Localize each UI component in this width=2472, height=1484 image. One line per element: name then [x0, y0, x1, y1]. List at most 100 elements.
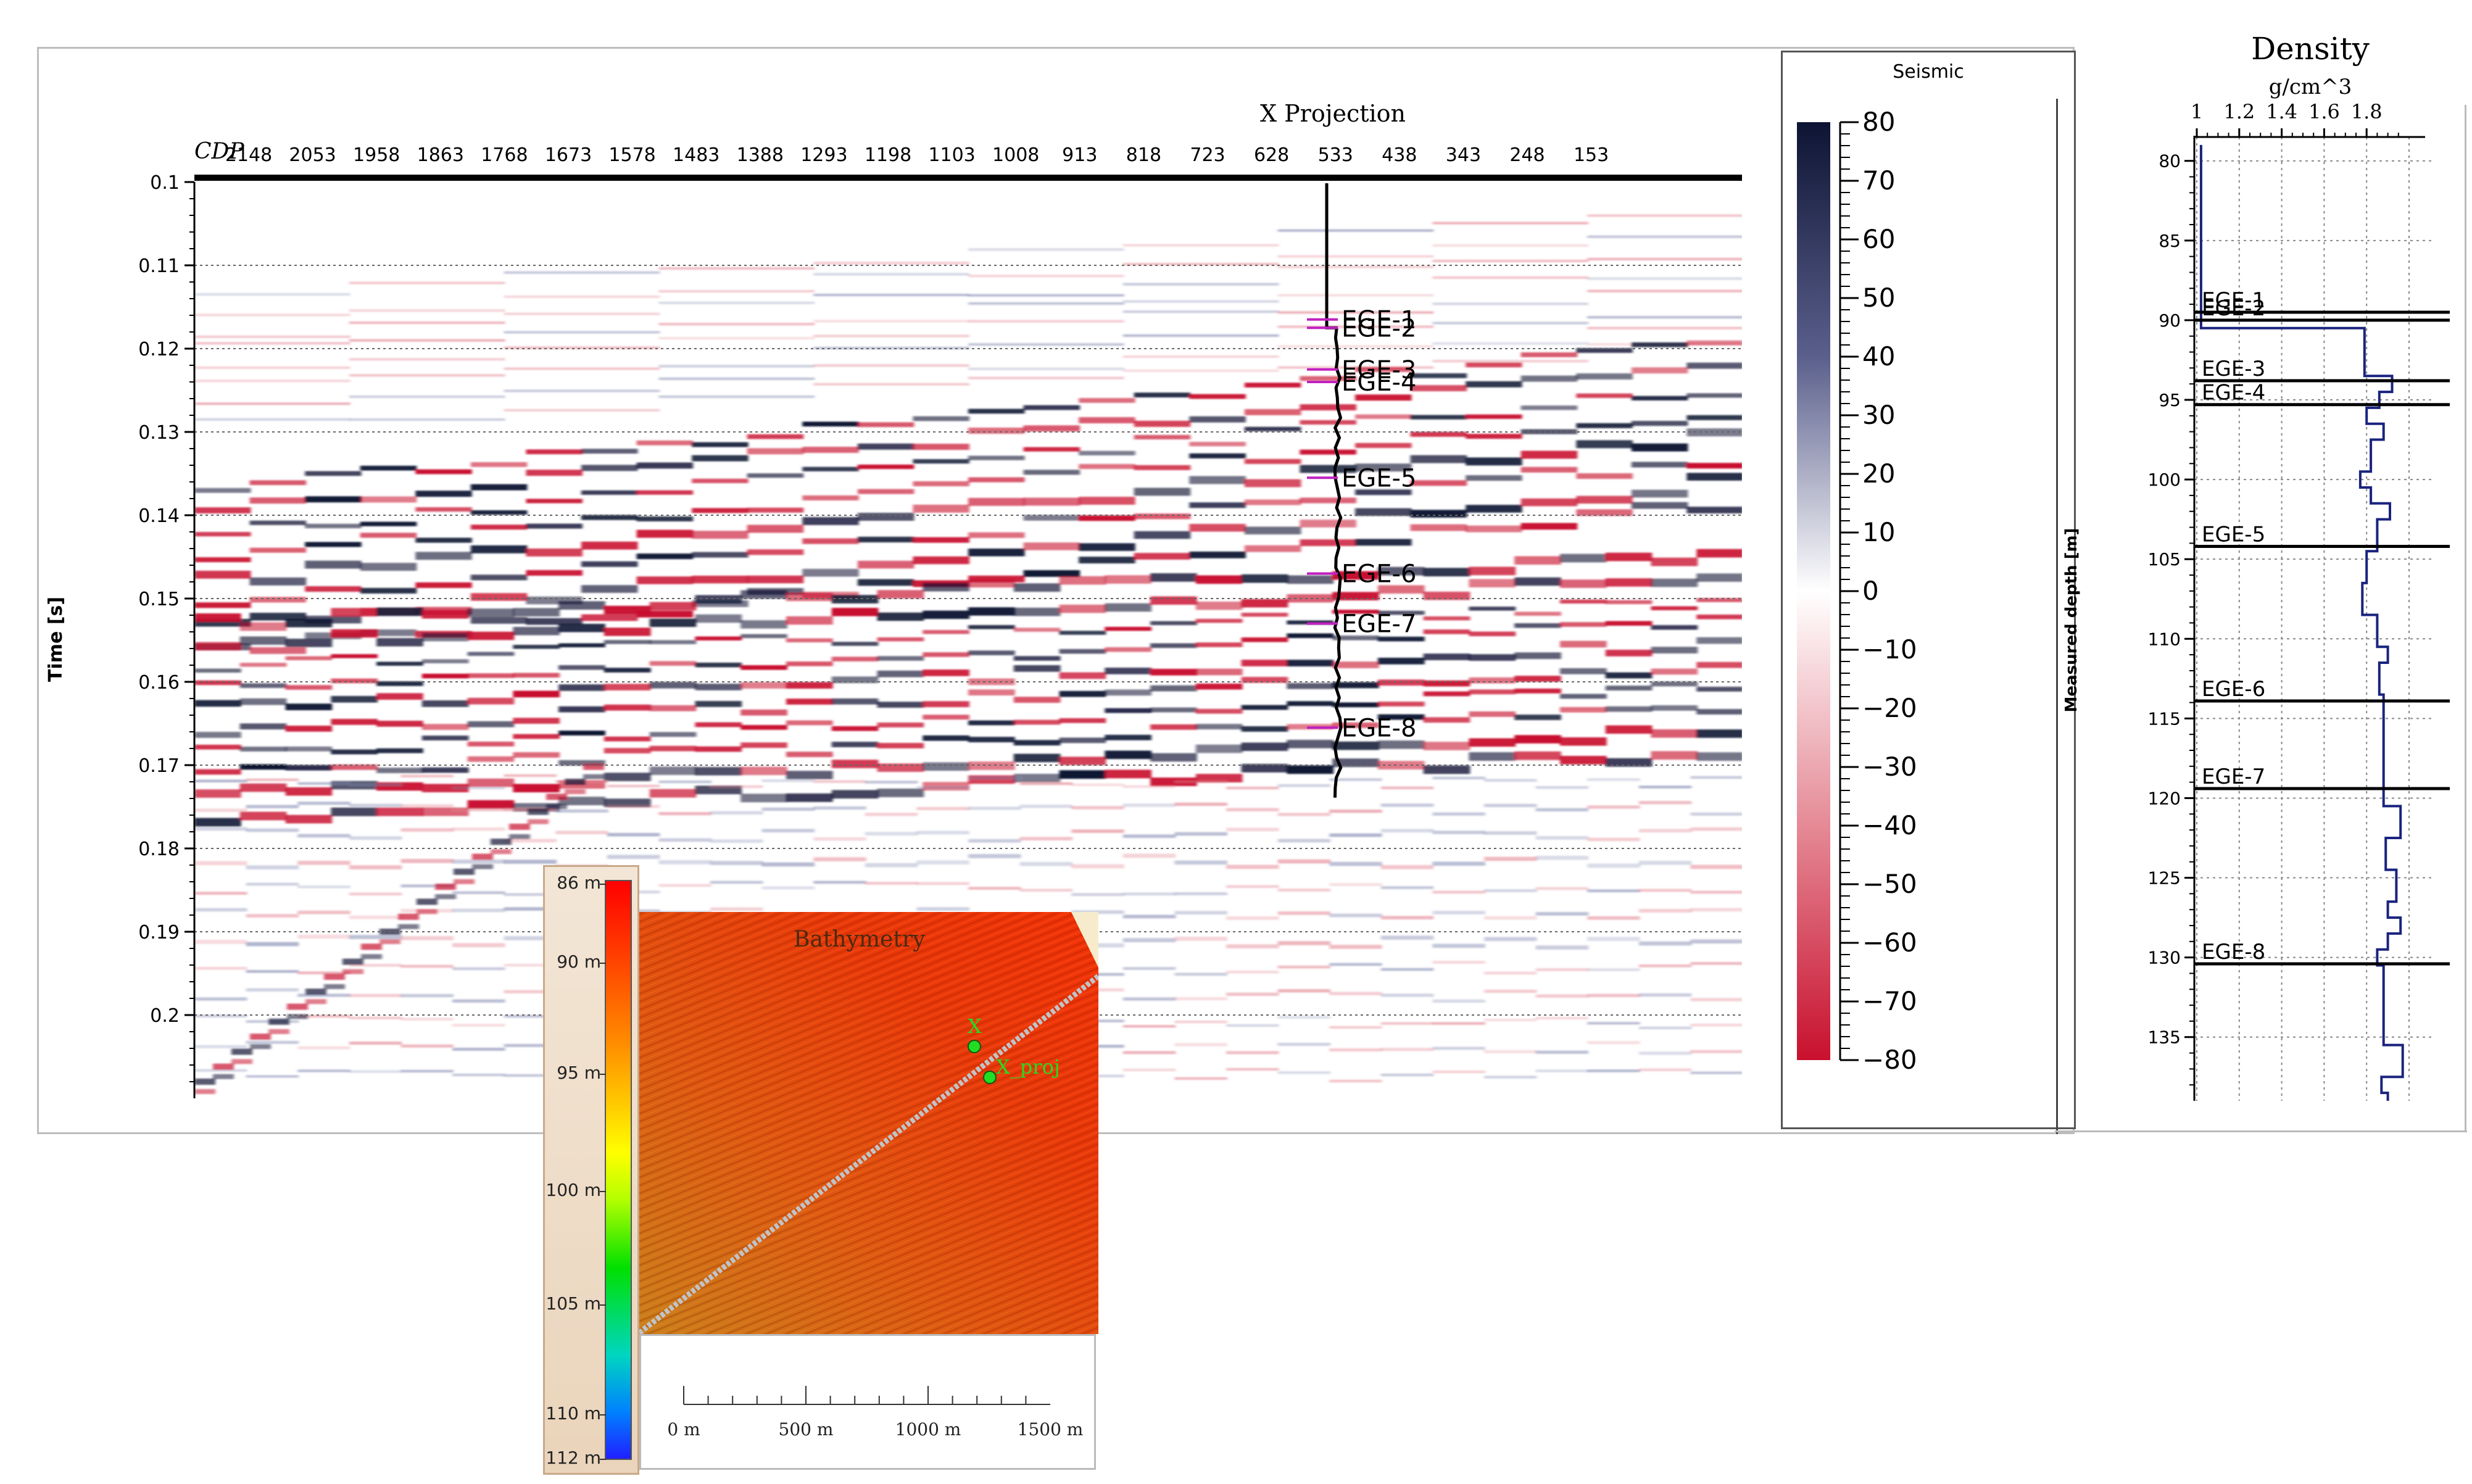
density-unit: g/cm^3: [2269, 75, 2352, 99]
bathy-depth-tick: [600, 1414, 606, 1416]
time-tick-label: 0.12: [138, 339, 180, 360]
colorbar-tick-label: −50: [1862, 869, 1917, 899]
time-axis-label: Time [s]: [45, 597, 67, 682]
cdp-tick-label: 1578: [608, 144, 655, 166]
cdp-tick-label: 153: [1574, 144, 1609, 166]
colorbar-tick-label: −30: [1862, 752, 1917, 782]
time-tick-label: 0.17: [138, 755, 180, 777]
cdp-tick-label: 628: [1254, 144, 1289, 166]
bathy-depth-label: 112 m: [545, 1448, 601, 1468]
density-horizon-label: EGE-1: [2202, 288, 2265, 313]
depth-tick-label: 130: [2148, 948, 2181, 968]
cdp-tick-label: 1673: [545, 144, 592, 166]
density-tick-label: 1.4: [2266, 100, 2297, 123]
colorbar-tick-label: 40: [1862, 341, 1895, 371]
cdp-tick-label: 343: [1446, 144, 1481, 166]
scale-label: 1000 m: [895, 1419, 961, 1440]
density-horizon-label: EGE-8: [2202, 940, 2265, 964]
colorbar-gradient: [1797, 122, 1830, 1060]
time-tick-label: 0.2: [150, 1005, 180, 1027]
density-horizon-label: EGE-5: [2202, 523, 2265, 547]
cdp-tick-label: 1293: [800, 144, 847, 166]
cdp-tick-label: 1483: [673, 144, 720, 166]
density-tick-label: 1.8: [2351, 100, 2383, 123]
time-tick-label: 0.16: [138, 672, 180, 694]
projection-title: X Projection: [1260, 100, 1406, 127]
bathy-depth-tick: [600, 1191, 606, 1192]
time-tick-label: 0.15: [138, 589, 180, 610]
depth-tick-label: 85: [2159, 231, 2181, 251]
bathy-depth-label: 95 m: [557, 1063, 601, 1083]
cdp-tick-label: 1198: [865, 144, 911, 166]
horizon-label: EGE-7: [1342, 610, 1416, 639]
time-tick-label: 0.13: [138, 422, 180, 444]
density-horizon-label: EGE-7: [2202, 765, 2265, 789]
cdp-tick-label: 1008: [992, 144, 1039, 166]
density-log: Density g/cm^3 Measured depth [m] 1 1.2 1.…: [2062, 31, 2450, 1101]
density-tick-label: 1.6: [2308, 100, 2340, 123]
scale-label: 0 m: [667, 1419, 700, 1440]
horizon-label: EGE-6: [1342, 560, 1416, 589]
x-proj-marker: [983, 1071, 997, 1084]
density-horizon-label: EGE-4: [2202, 381, 2265, 405]
cdp-tick-label: 438: [1382, 144, 1417, 166]
cdp-tick-label: 913: [1062, 144, 1097, 166]
cdp-axis-bar: [194, 175, 1742, 181]
colorbar-tick-label: −10: [1862, 634, 1917, 665]
horizon-label: EGE-1: [1342, 306, 1416, 334]
bathy-depth-label: 100 m: [545, 1180, 601, 1200]
depth-tick-label: 80: [2159, 151, 2181, 172]
cdp-tick-label: 1958: [353, 144, 400, 166]
time-tick-label: 0.1: [150, 172, 180, 194]
colorbar-tick-label: −40: [1862, 810, 1917, 840]
colorbar-tick-label: −20: [1862, 693, 1917, 723]
cdp-tick-label: 2148: [225, 144, 272, 166]
colorbar-tick-label: 50: [1862, 283, 1895, 313]
colorbar-tick-label: −80: [1862, 1045, 1917, 1075]
seismic-colorbar: Seismic 80 70 60 50 40 30 20 10 0 −10 −20 −30 −40 −50…: [1797, 61, 1964, 1075]
depth-axis-label: Measured depth [m]: [2062, 528, 2081, 713]
density-horizon-label: EGE-6: [2202, 677, 2265, 702]
density-panel-border: [2055, 1130, 2467, 1132]
depth-tick-label: 125: [2148, 868, 2181, 889]
cdp-label: CDP: [194, 139, 244, 164]
bathymetry-map: Bathymetry X X_proj: [639, 912, 1098, 1334]
bathymetry-inset: 86 m 90 m 95 m 100 m 105 m 110 m 112 m 0 m 500 …: [543, 865, 1098, 1476]
depth-tick-label: 115: [2148, 708, 2181, 729]
time-tick-label: 0.18: [138, 839, 180, 860]
colorbar-tick-label: 10: [1862, 517, 1895, 547]
horizon-label: EGE-8: [1342, 714, 1416, 742]
colorbar-tick-label: 80: [1862, 107, 1895, 137]
cdp-tick-label: 248: [1509, 144, 1545, 166]
density-panel-rightline: [2465, 105, 2466, 1132]
colorbar-tick-label: 20: [1862, 458, 1895, 489]
depth-tick-label: 120: [2148, 788, 2181, 808]
colorbar-tick-label: 0: [1862, 576, 1879, 606]
colorbar-title: Seismic: [1893, 61, 1964, 83]
bathy-depth-label: 105 m: [545, 1293, 601, 1314]
bathy-depth-label: 110 m: [545, 1403, 601, 1424]
scale-label: 1500 m: [1017, 1419, 1084, 1440]
density-tick-label: 1: [2191, 100, 2203, 123]
x-marker-label: X: [968, 1014, 982, 1038]
bathymetry-title: Bathymetry: [794, 927, 926, 952]
density-horizon-label: EGE-3: [2202, 357, 2265, 381]
bathy-scale-bar: [683, 1386, 1050, 1405]
colorbar-tick-label: 60: [1862, 224, 1895, 254]
depth-tick-label: 135: [2148, 1027, 2181, 1048]
density-curve: [2199, 144, 2404, 1101]
horizon-label: EGE-4: [1342, 368, 1416, 397]
colorbar-tick-label: −70: [1862, 986, 1917, 1016]
bathy-depth-tick: [600, 884, 606, 885]
colorbar-tick-label: 30: [1862, 400, 1895, 430]
colorbar-right-line: [2056, 99, 2058, 1134]
cdp-tick-label: 1103: [928, 144, 975, 166]
cdp-tick-label: 533: [1318, 144, 1353, 166]
bathy-depth-label: 86 m: [557, 873, 601, 893]
time-tick-label: 0.11: [138, 255, 180, 277]
cdp-tick-label: 723: [1190, 144, 1225, 166]
density-horizon-label: EGE-2: [2202, 296, 2265, 321]
horizon-label: EGE-3: [1342, 356, 1416, 384]
depth-tick-label: 105: [2148, 549, 2181, 570]
time-tick-label: 0.14: [138, 505, 180, 527]
